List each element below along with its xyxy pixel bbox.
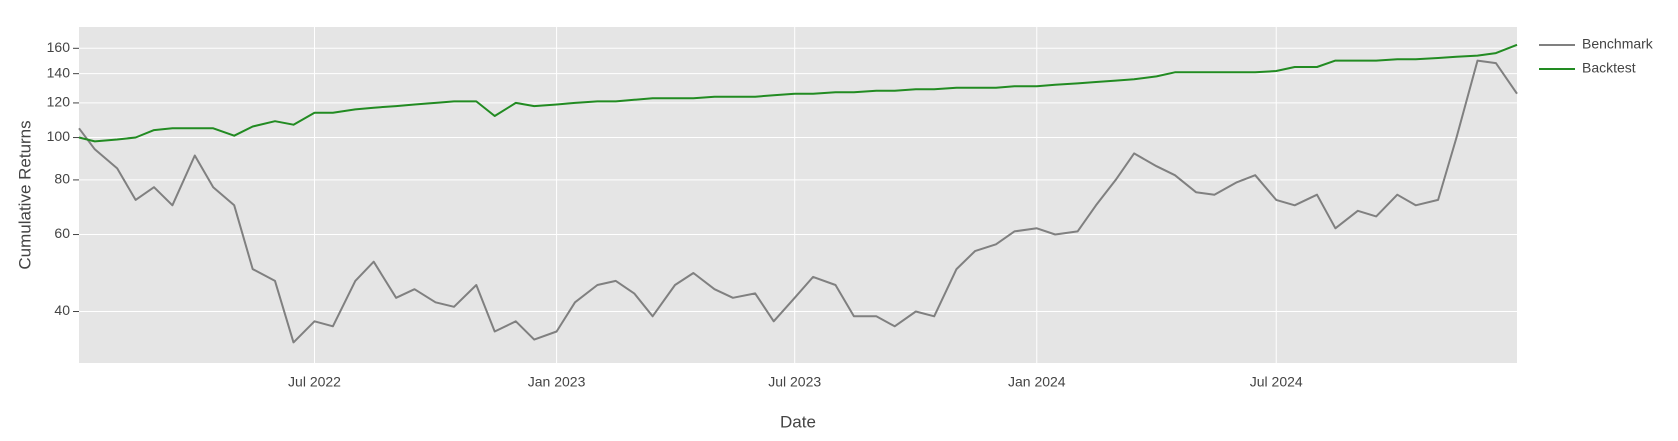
y-tick-label: 100 bbox=[47, 128, 71, 144]
y-axis-title: Cumulative Returns bbox=[15, 120, 34, 269]
plot-area bbox=[79, 27, 1517, 363]
legend-label: Benchmark bbox=[1582, 36, 1654, 52]
legend-label: Backtest bbox=[1582, 60, 1636, 76]
x-tick-label: Jul 2024 bbox=[1250, 374, 1303, 390]
x-tick-label: Jan 2024 bbox=[1008, 374, 1066, 390]
y-tick-label: 60 bbox=[54, 225, 70, 241]
y-tick-label: 80 bbox=[54, 171, 70, 187]
line-series bbox=[78, 59, 1518, 344]
y-tick-label: 160 bbox=[47, 39, 71, 55]
x-tick-label: Jul 2022 bbox=[288, 374, 341, 390]
y-tick-label: 40 bbox=[54, 302, 70, 318]
x-tick-label: Jan 2023 bbox=[528, 374, 586, 390]
line-series bbox=[78, 43, 1518, 143]
x-axis-title: Date bbox=[780, 412, 816, 431]
y-tick-label: 120 bbox=[47, 94, 71, 110]
y-tick-label: 140 bbox=[47, 64, 71, 80]
x-tick-label: Jul 2023 bbox=[768, 374, 821, 390]
